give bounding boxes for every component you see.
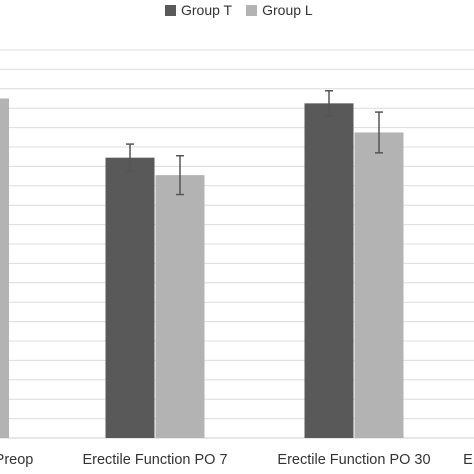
bar-group-t-2 bbox=[304, 103, 354, 438]
x-tick-label-preop: Preop bbox=[0, 452, 34, 468]
legend-item-group-t: Group T bbox=[165, 2, 232, 18]
bars bbox=[0, 98, 404, 439]
error-bar-group-t-2 bbox=[325, 89, 333, 117]
bar-group-l-1 bbox=[155, 175, 205, 438]
error-bars bbox=[126, 89, 383, 196]
x-tick-label-e: E bbox=[463, 452, 473, 468]
x-tick-label-po30: Erectile Function PO 30 bbox=[277, 452, 431, 468]
legend-item-group-l: Group L bbox=[246, 2, 313, 18]
legend-label-group-l: Group L bbox=[262, 2, 313, 18]
bar-group-t-1 bbox=[105, 157, 155, 439]
error-bar-group-l-2 bbox=[375, 111, 383, 154]
error-bar-group-t-1 bbox=[126, 143, 134, 172]
bar-group-l-2 bbox=[354, 132, 404, 438]
legend-swatch-group-t bbox=[165, 4, 176, 16]
legend-label-group-t: Group T bbox=[181, 2, 233, 18]
x-tick-label-po7: Erectile Function PO 7 bbox=[82, 452, 228, 468]
legend: Group T Group L bbox=[165, 2, 313, 18]
error-bar-group-l-1 bbox=[176, 154, 184, 196]
bar-group-l-0 bbox=[0, 98, 9, 438]
legend-swatch-group-l bbox=[246, 4, 258, 16]
